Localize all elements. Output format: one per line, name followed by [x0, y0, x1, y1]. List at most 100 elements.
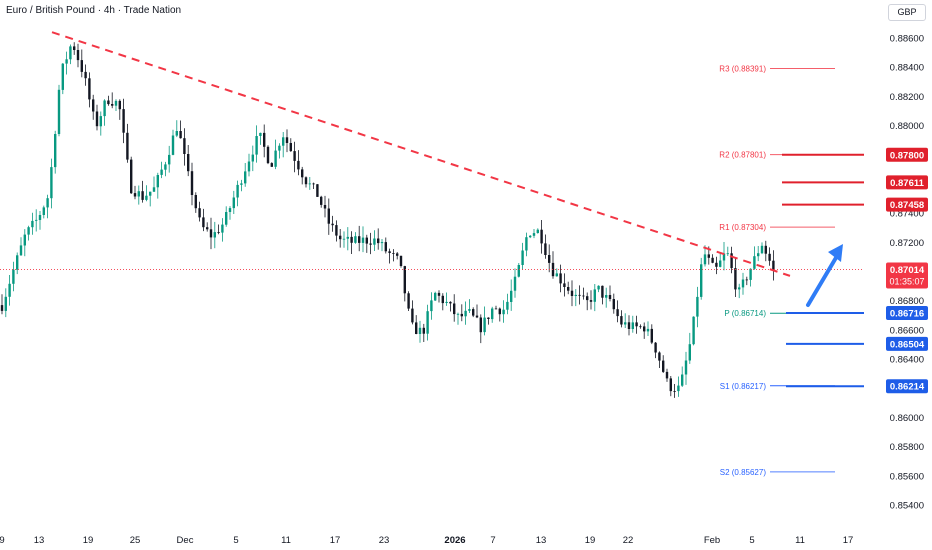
candle-body [12, 269, 15, 284]
candle-body [624, 322, 627, 325]
candle-body [358, 236, 361, 243]
candle-body [4, 296, 7, 311]
candle-body [491, 308, 494, 320]
candle-body [240, 183, 243, 185]
candle-body [255, 136, 258, 155]
candle-body [749, 268, 752, 280]
candle-body [35, 219, 38, 221]
candle-body [692, 316, 695, 345]
candle-body [745, 279, 748, 281]
candle-body [16, 255, 19, 270]
chart-title: Euro / British Pound · 4h · Trade Nation [6, 5, 182, 16]
candle-body [107, 100, 110, 105]
candle-body [111, 104, 114, 106]
candle-body [133, 193, 137, 197]
candle-body [198, 208, 201, 218]
candle-body [31, 220, 34, 228]
candle-body [772, 260, 775, 270]
resistance-tag-bg [886, 147, 928, 162]
time-tick-label: 23 [379, 535, 390, 546]
candle-body [521, 250, 524, 265]
candle-body [278, 145, 281, 151]
candle-body [50, 167, 53, 199]
candle-body [350, 236, 353, 243]
candle-body [247, 161, 251, 172]
trendline [51, 31, 791, 277]
pivot-label: S1 (0.86217) [720, 382, 767, 391]
candle-body [61, 63, 64, 90]
price-tick-label: 0.86600 [890, 325, 924, 336]
candle-body [46, 198, 49, 208]
candle-body [369, 243, 372, 245]
candle-body [365, 237, 368, 244]
candle-body [605, 295, 608, 298]
candle-body [396, 253, 399, 256]
candle-body [323, 205, 327, 209]
candle-body [502, 309, 505, 315]
candle-body [27, 227, 30, 235]
candle-body [616, 309, 619, 317]
candle-body [141, 191, 144, 200]
price-tick-label: 0.86400 [890, 355, 924, 366]
candle-body [643, 326, 646, 332]
price-tick-label: 0.85400 [890, 501, 924, 512]
candle-body [753, 256, 756, 269]
candle-body [494, 308, 498, 310]
time-axis[interactable]: 9 13 19 25 Dec 5 11 17 23 2026 7 13 19 22 Feb 5 11 17 [0, 535, 853, 546]
support-tag: 0.86214 [890, 382, 925, 393]
time-tick-label: 9 [0, 535, 5, 546]
candle-body [297, 160, 300, 170]
candle-body [373, 238, 376, 245]
candle-body [620, 316, 623, 325]
candle-body [559, 273, 562, 284]
candle-body [217, 232, 220, 233]
candle-body [757, 253, 760, 257]
candle-body [122, 109, 125, 133]
candle-body [99, 116, 102, 127]
candle-body [354, 236, 357, 243]
candle-body [578, 294, 581, 296]
projection-arrow [806, 254, 839, 307]
candle-body [540, 229, 543, 244]
candle-body [236, 184, 239, 198]
candle-body [164, 164, 167, 170]
candle-body [152, 187, 156, 192]
candle-body [673, 391, 676, 392]
candle-body [65, 59, 68, 64]
candle-body [206, 227, 209, 230]
price-tick-label: 0.87400 [890, 209, 924, 220]
current-price-tag-countdown: 01:35:07 [889, 276, 924, 286]
candle-body [411, 308, 414, 323]
candle-body [339, 235, 342, 240]
support-tag: 0.86716 [890, 308, 924, 319]
candle-body [441, 295, 444, 304]
candle-body [103, 100, 106, 117]
time-tick-label: 5 [749, 535, 754, 546]
price-tick-label: 0.87200 [890, 238, 924, 249]
time-tick-label: 2026 [444, 535, 465, 546]
candle-body [483, 317, 486, 333]
current-price-tag-bg [886, 262, 928, 289]
support-tag-bg [886, 336, 928, 351]
candle-body [320, 196, 323, 205]
candle-body [764, 245, 767, 254]
candle-body [738, 287, 741, 290]
candle-body [426, 311, 429, 334]
candle-body [312, 183, 315, 185]
candle-body [209, 229, 213, 238]
price-axis[interactable]: 0.88600 0.88400 0.88200 0.88000 0.87800 0.876… [864, 0, 932, 550]
candle-body [130, 159, 133, 194]
resistance-tag: 0.87611 [890, 178, 925, 189]
candle-body [563, 283, 566, 287]
time-tick-label: 7 [490, 535, 495, 546]
candle-body [570, 290, 574, 296]
candle-body [228, 208, 232, 212]
currency-button[interactable]: GBP [888, 4, 926, 21]
candle-body [160, 169, 163, 175]
candle-body [658, 352, 661, 361]
candle-body [768, 253, 771, 261]
candle-body [263, 132, 266, 147]
candle-body [179, 131, 182, 139]
candle-body [168, 154, 171, 165]
